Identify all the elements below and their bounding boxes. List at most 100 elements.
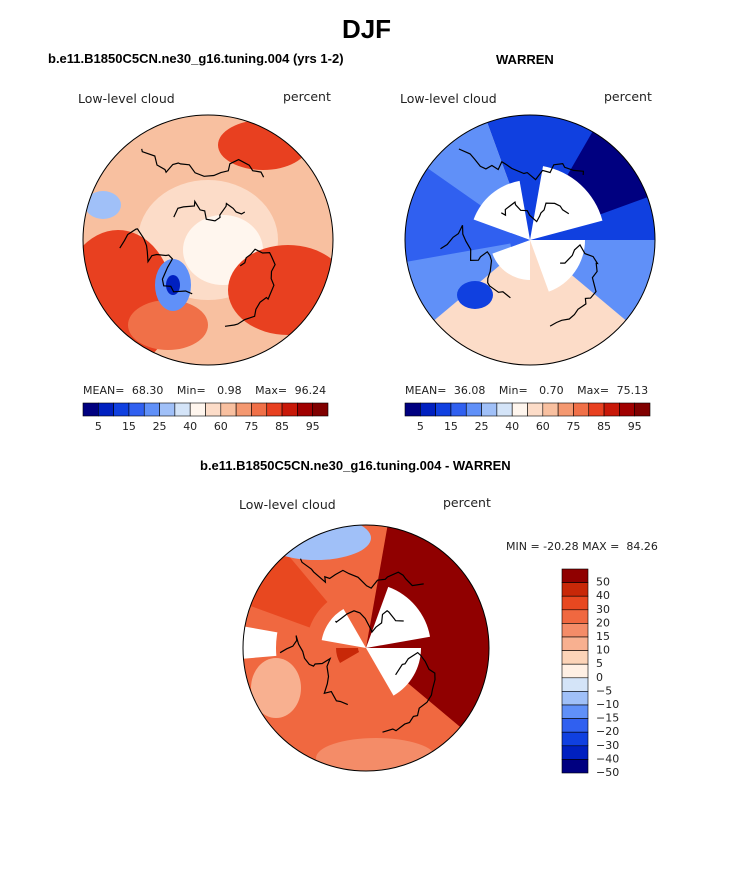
model-var-label: Low-level cloud bbox=[78, 91, 175, 106]
obs-colorbar-tick: 75 bbox=[566, 420, 580, 433]
obs-units-label: percent bbox=[604, 89, 652, 104]
diff-colorbar-cell bbox=[561, 609, 589, 624]
diff-colorbar-cell bbox=[561, 745, 589, 760]
obs-colorbar-cell bbox=[573, 402, 590, 417]
obs-colorbar-cell bbox=[481, 402, 498, 417]
obs-colorbar-tick: 40 bbox=[505, 420, 519, 433]
obs-colorbar-cell bbox=[404, 402, 421, 417]
model-map-region bbox=[166, 275, 180, 295]
diff-map-region bbox=[261, 525, 371, 560]
diff-var-label: Low-level cloud bbox=[239, 497, 336, 512]
obs-colorbar-cell bbox=[465, 402, 482, 417]
diff-colorbar-label: −50 bbox=[596, 766, 619, 779]
model-colorbar-tick: 85 bbox=[275, 420, 289, 433]
obs-colorbar-cell bbox=[511, 402, 528, 417]
obs-colorbar-tick: 95 bbox=[628, 420, 642, 433]
diff-colorbar-label: 30 bbox=[596, 603, 610, 616]
diff-map-coastline bbox=[335, 610, 404, 634]
model-colorbar-tick: 5 bbox=[95, 420, 102, 433]
diff-colorbar-cell bbox=[561, 691, 589, 706]
diff-colorbar-cell bbox=[561, 759, 589, 774]
model-max-value: 96.24 bbox=[294, 384, 327, 397]
obs-map-sector bbox=[510, 233, 530, 247]
diff-colorbar-cell bbox=[561, 582, 589, 597]
obs-colorbar-tick: 25 bbox=[475, 420, 489, 433]
page-title: DJF bbox=[341, 14, 392, 44]
diff-colorbar-cell bbox=[561, 650, 589, 665]
model-colorbar-cell bbox=[297, 402, 313, 417]
model-map-region bbox=[128, 300, 208, 350]
obs-map-coastline bbox=[458, 148, 585, 181]
model-mean-label: MEAN= bbox=[83, 384, 125, 397]
obs-colorbar-cell bbox=[557, 402, 574, 417]
diff-colorbar-label: 40 bbox=[596, 589, 610, 602]
obs-colorbar-cell bbox=[450, 402, 467, 417]
diff-colorbar-cell bbox=[561, 704, 589, 719]
model-colorbar-tick: 40 bbox=[183, 420, 197, 433]
obs-colorbar-tick: 85 bbox=[597, 420, 611, 433]
model-colorbar-cell bbox=[220, 402, 237, 417]
obs-map-nodata bbox=[530, 166, 603, 240]
model-map-coastline bbox=[119, 228, 193, 295]
obs-colorbar-tick: 60 bbox=[536, 420, 550, 433]
diff-colorbar-cell bbox=[561, 677, 589, 692]
model-colorbar-cell bbox=[98, 402, 114, 417]
obs-colorbar-cell bbox=[588, 402, 605, 417]
model-stats: MEAN= 68.30 Min= 0.98 Max= 96.24 bbox=[83, 384, 326, 397]
obs-map-coastline bbox=[549, 243, 599, 327]
obs-colorbar-cell bbox=[496, 402, 513, 417]
diff-map-coastline bbox=[382, 651, 436, 733]
model-colorbar-tick: 95 bbox=[306, 420, 320, 433]
model-colorbar-cell bbox=[128, 402, 145, 417]
obs-map-nodata bbox=[473, 180, 530, 240]
diff-map-coastline bbox=[279, 635, 349, 706]
obs-colorbar-cell bbox=[435, 402, 452, 417]
obs-colorbar-cell bbox=[420, 402, 436, 417]
diff-colorbar-label: 0 bbox=[596, 671, 603, 684]
model-colorbar-tick: 15 bbox=[122, 420, 136, 433]
diff-colorbar-label: −5 bbox=[596, 684, 612, 697]
obs-colorbar-cell bbox=[634, 402, 651, 417]
model-map-region bbox=[85, 191, 121, 219]
model-map-border bbox=[82, 114, 334, 366]
model-colorbar-cell bbox=[189, 402, 206, 417]
obs-colorbar-cell bbox=[603, 402, 620, 417]
obs-max-label: Max= bbox=[577, 384, 610, 397]
obs-map-coastline bbox=[440, 225, 511, 299]
obs-map-coastline bbox=[501, 201, 570, 223]
diff-map-nodata bbox=[243, 625, 278, 660]
model-map-coastline bbox=[224, 248, 276, 327]
obs-min-value: 0.70 bbox=[539, 384, 564, 397]
model-colorbar-cell bbox=[82, 402, 99, 417]
diff-colorbar-cell bbox=[561, 636, 589, 651]
diff-colorbar-label: −15 bbox=[596, 712, 619, 725]
diff-map-coastline bbox=[299, 558, 424, 589]
obs-var-label: Low-level cloud bbox=[400, 91, 497, 106]
model-map-coastline bbox=[173, 199, 246, 222]
model-map-region bbox=[83, 230, 173, 365]
diff-map-sector bbox=[336, 648, 360, 663]
obs-map-sector bbox=[405, 165, 530, 263]
diff-colorbar-label: −20 bbox=[596, 725, 619, 738]
obs-mean-value: 36.08 bbox=[453, 384, 486, 397]
model-colorbar-cell bbox=[174, 402, 191, 417]
diff-colorbar-label: 20 bbox=[596, 616, 610, 629]
diff-panel-title: b.e11.B1850C5CN.ne30_g16.tuning.004 - WA… bbox=[200, 458, 511, 473]
diff-colorbar-label: 15 bbox=[596, 630, 610, 643]
obs-map-border bbox=[404, 114, 656, 366]
obs-map-nodata bbox=[492, 240, 530, 280]
model-panel-title: b.e11.B1850C5CN.ne30_g16.tuning.004 (yrs… bbox=[48, 51, 344, 66]
model-colorbar-cell bbox=[143, 402, 160, 417]
diff-map-region bbox=[316, 738, 436, 771]
model-colorbar-cell bbox=[312, 402, 329, 417]
model-colorbar-tick: 25 bbox=[153, 420, 167, 433]
obs-stats: MEAN= 36.08 Min= 0.70 Max= 75.13 bbox=[405, 384, 648, 397]
obs-max-value: 75.13 bbox=[616, 384, 649, 397]
model-mean-value: 68.30 bbox=[131, 384, 164, 397]
diff-map bbox=[243, 525, 489, 771]
model-max-label: Max= bbox=[255, 384, 288, 397]
obs-colorbar-tick: 5 bbox=[417, 420, 424, 433]
diff-minmax: MIN = -20.28 MAX = 84.26 bbox=[506, 540, 658, 553]
obs-colorbar-cell bbox=[619, 402, 635, 417]
